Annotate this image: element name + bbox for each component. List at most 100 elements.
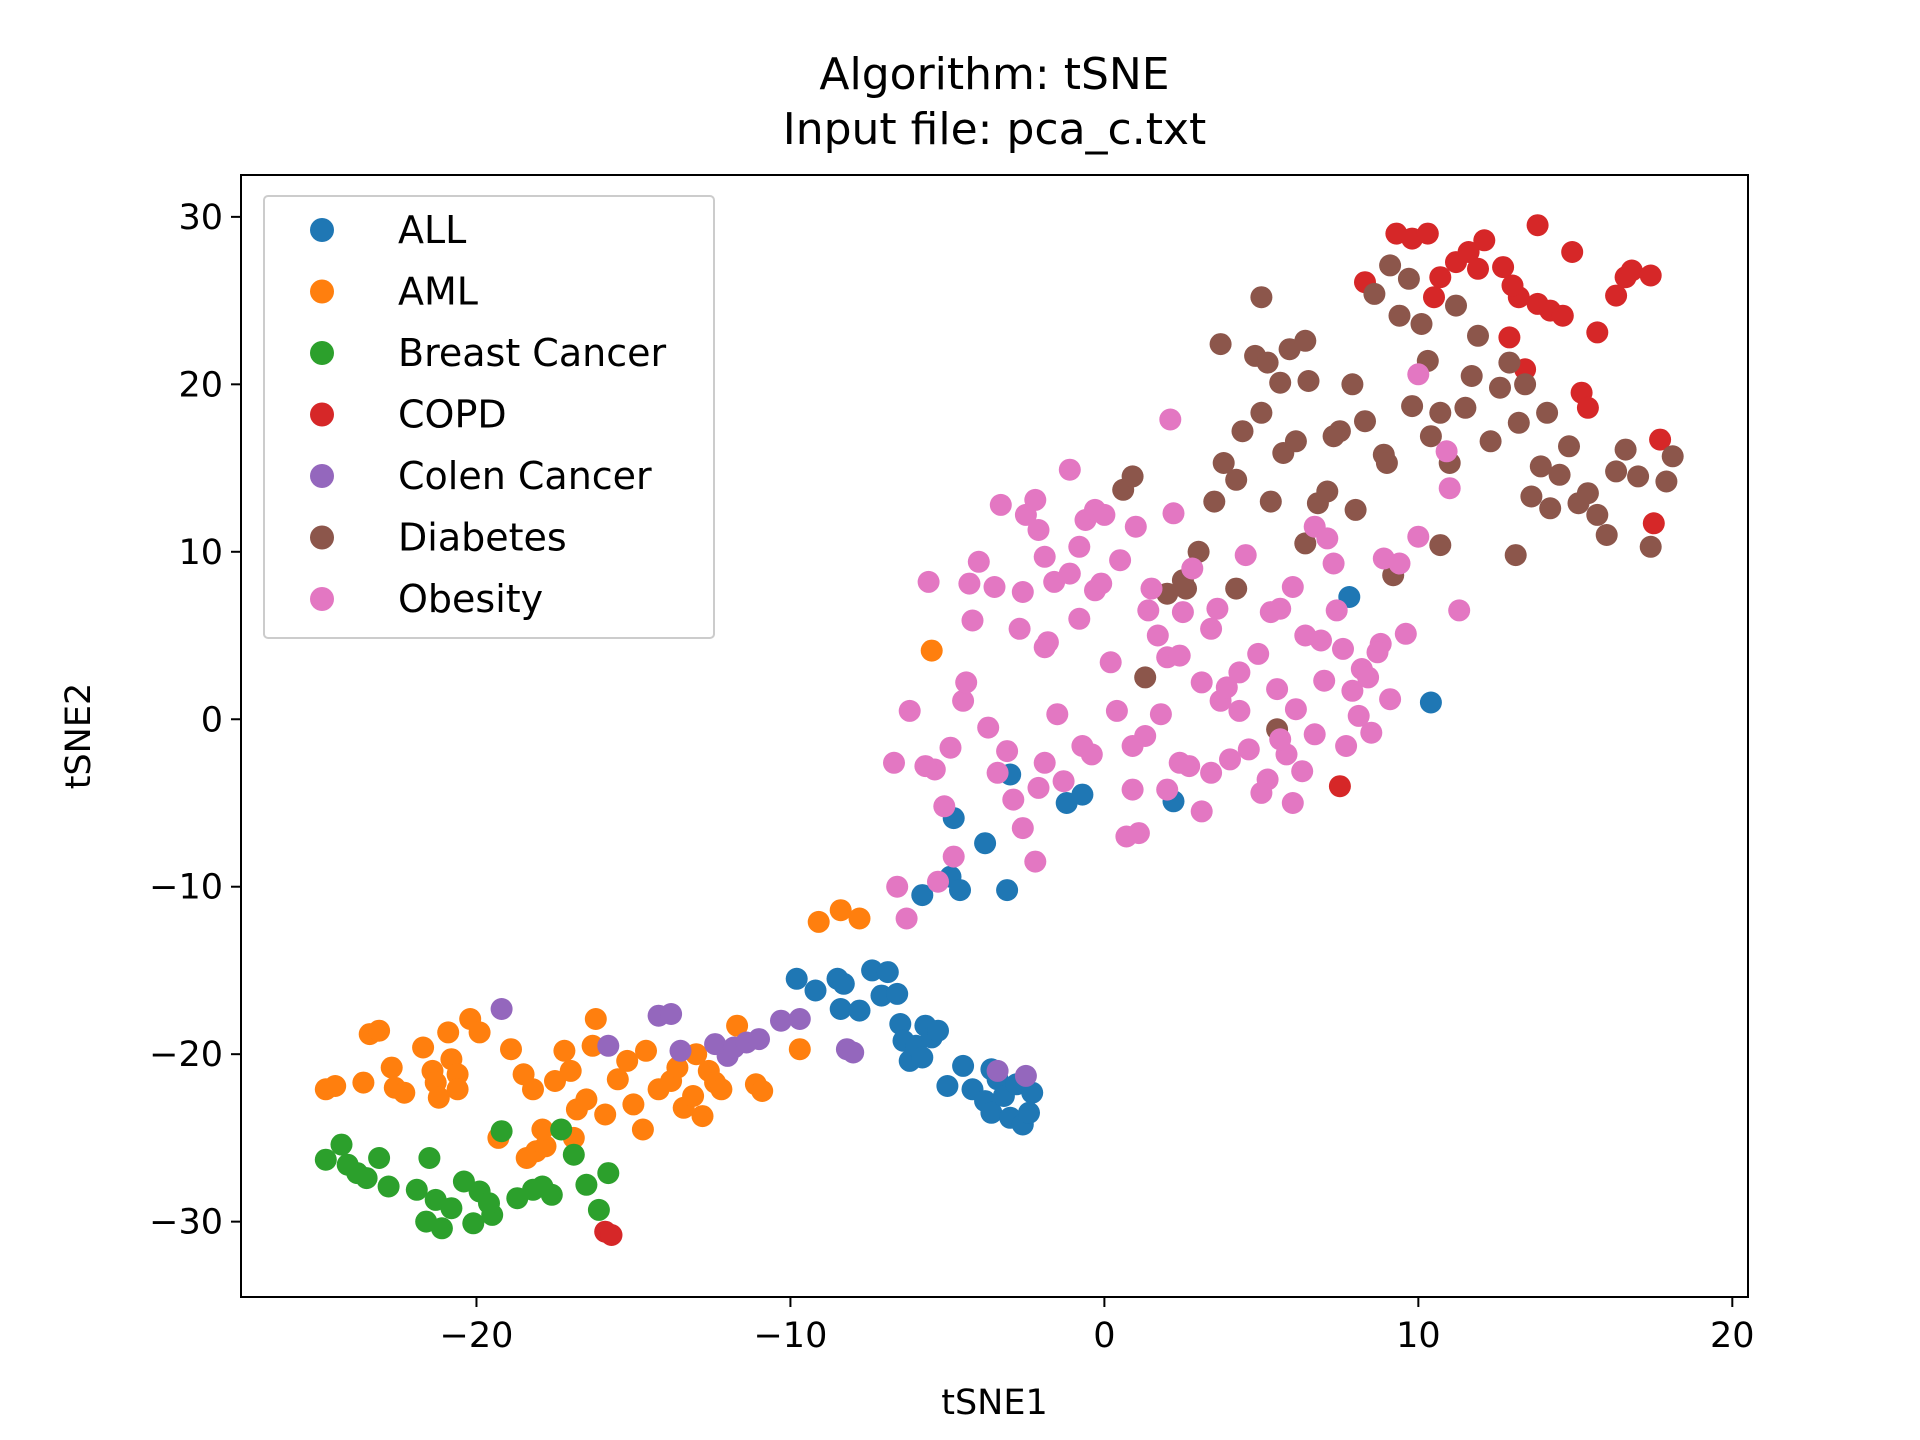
scatter-point-series-0	[974, 832, 997, 855]
x-tick-label: 0	[1093, 1316, 1115, 1356]
scatter-point-series-3	[1416, 222, 1439, 245]
scatter-point-series-6	[1090, 572, 1113, 595]
scatter-point-series-3	[1473, 229, 1496, 252]
scatter-point-series-2	[355, 1167, 378, 1190]
scatter-point-series-5	[1269, 371, 1292, 394]
scatter-point-series-2	[462, 1212, 485, 1235]
scatter-point-series-6	[1099, 651, 1122, 674]
scatter-point-series-6	[1259, 601, 1282, 624]
scatter-point-series-6	[977, 716, 1000, 739]
scatter-point-series-2	[314, 1148, 337, 1171]
scatter-point-series-6	[1234, 544, 1257, 567]
scatter-point-series-5	[1655, 470, 1678, 493]
scatter-point-series-1	[751, 1080, 774, 1102]
scatter-point-series-5	[1203, 490, 1226, 513]
scatter-point-series-1	[575, 1088, 598, 1111]
scatter-point-series-6	[1310, 629, 1332, 652]
scatter-point-series-6	[955, 671, 978, 694]
scatter-point-series-6	[1379, 688, 1402, 711]
scatter-point-series-2	[452, 1170, 475, 1193]
scatter-point-series-2	[418, 1147, 441, 1169]
scatter-point-series-5	[1614, 438, 1637, 461]
y-tick-label: 10	[178, 533, 223, 573]
scatter-point-series-2	[377, 1175, 400, 1198]
scatter-point-series-5	[1175, 577, 1197, 600]
scatter-point-series-1	[515, 1147, 538, 1169]
scatter-point-series-1	[531, 1118, 554, 1141]
scatter-point-series-1	[666, 1056, 689, 1079]
scatter-point-series-3	[1620, 259, 1643, 282]
scatter-point-series-6	[1168, 644, 1191, 667]
scatter-point-series-5	[1134, 666, 1157, 689]
scatter-point-series-6	[1046, 703, 1069, 726]
legend-marker	[310, 464, 334, 488]
legend-marker	[310, 587, 334, 611]
scatter-point-series-5	[1187, 540, 1210, 563]
scatter-point-series-6	[952, 689, 975, 712]
scatter-point-series-1	[468, 1021, 491, 1044]
scatter-point-series-6	[1322, 552, 1345, 575]
scatter-point-series-6	[1284, 698, 1307, 721]
scatter-point-series-3	[1498, 326, 1521, 349]
scatter-point-series-1	[848, 907, 871, 930]
scatter-point-series-1	[324, 1075, 347, 1097]
scatter-point-series-5	[1401, 395, 1424, 418]
scatter-point-series-6	[1140, 577, 1163, 600]
scatter-point-series-6	[1200, 617, 1223, 640]
scatter-point-series-2	[330, 1133, 353, 1156]
scatter-point-series-6	[1024, 850, 1047, 873]
scatter-point-series-0	[876, 961, 899, 984]
legend-marker	[310, 279, 334, 304]
scatter-point-series-6	[886, 875, 909, 898]
scatter-point-series-4	[597, 1034, 620, 1057]
scatter-point-series-5	[1467, 324, 1489, 347]
scatter-point-series-3	[1586, 321, 1609, 344]
scatter-point-series-6	[1407, 525, 1430, 548]
scatter-point-series-5	[1397, 267, 1420, 290]
scatter-point-series-0	[785, 967, 808, 990]
scatter-point-series-1	[920, 639, 943, 662]
scatter-point-series-1	[606, 1068, 629, 1091]
scatter-point-series-5	[1256, 351, 1279, 374]
scatter-point-series-5	[1363, 282, 1386, 305]
scatter-point-series-6	[1360, 721, 1383, 744]
scatter-point-series-6	[1394, 622, 1417, 645]
y-tick-label: 0	[201, 700, 223, 740]
scatter-point-series-6	[1190, 671, 1213, 694]
scatter-point-series-6	[1281, 576, 1304, 598]
scatter-point-series-1	[368, 1019, 391, 1042]
y-tick-label: −30	[149, 1203, 223, 1243]
scatter-point-series-5	[1250, 401, 1273, 424]
scatter-point-series-3	[1501, 274, 1524, 297]
scatter-point-series-0	[911, 1046, 934, 1069]
scatter-point-series-2	[597, 1162, 620, 1185]
scatter-point-series-0	[1071, 783, 1094, 806]
scatter-point-series-6	[1372, 547, 1395, 570]
scatter-point-series-6	[1002, 788, 1025, 811]
scatter-point-series-6	[1366, 641, 1389, 664]
scatter-point-series-5	[1294, 329, 1317, 352]
scatter-point-series-5	[1410, 313, 1433, 335]
scatter-point-series-1	[829, 899, 852, 922]
scatter-point-series-1	[631, 1118, 654, 1141]
scatter-point-series-1	[788, 1038, 811, 1061]
scatter-point-series-5	[1375, 452, 1398, 474]
scatter-point-series-6	[914, 755, 937, 778]
scatter-point-series-6	[1156, 778, 1179, 801]
scatter-point-series-6	[1109, 549, 1132, 572]
scatter-point-series-6	[1407, 363, 1430, 386]
scatter-point-series-3	[1526, 214, 1549, 237]
scatter-point-series-5	[1419, 425, 1442, 448]
scatter-point-series-6	[898, 699, 921, 722]
scatter-point-series-3	[1551, 304, 1574, 327]
scatter-point-series-6	[1033, 751, 1056, 774]
scatter-point-series-5	[1595, 524, 1618, 546]
scatter-point-series-1	[522, 1078, 544, 1101]
scatter-point-series-6	[1303, 723, 1326, 746]
scatter-point-series-0	[848, 999, 871, 1022]
scatter-point-series-5	[1454, 396, 1477, 419]
scatter-point-series-1	[352, 1071, 375, 1094]
x-tick-label: 10	[1396, 1316, 1441, 1356]
scatter-point-series-6	[1011, 817, 1034, 840]
scatter-point-series-5	[1316, 480, 1339, 503]
